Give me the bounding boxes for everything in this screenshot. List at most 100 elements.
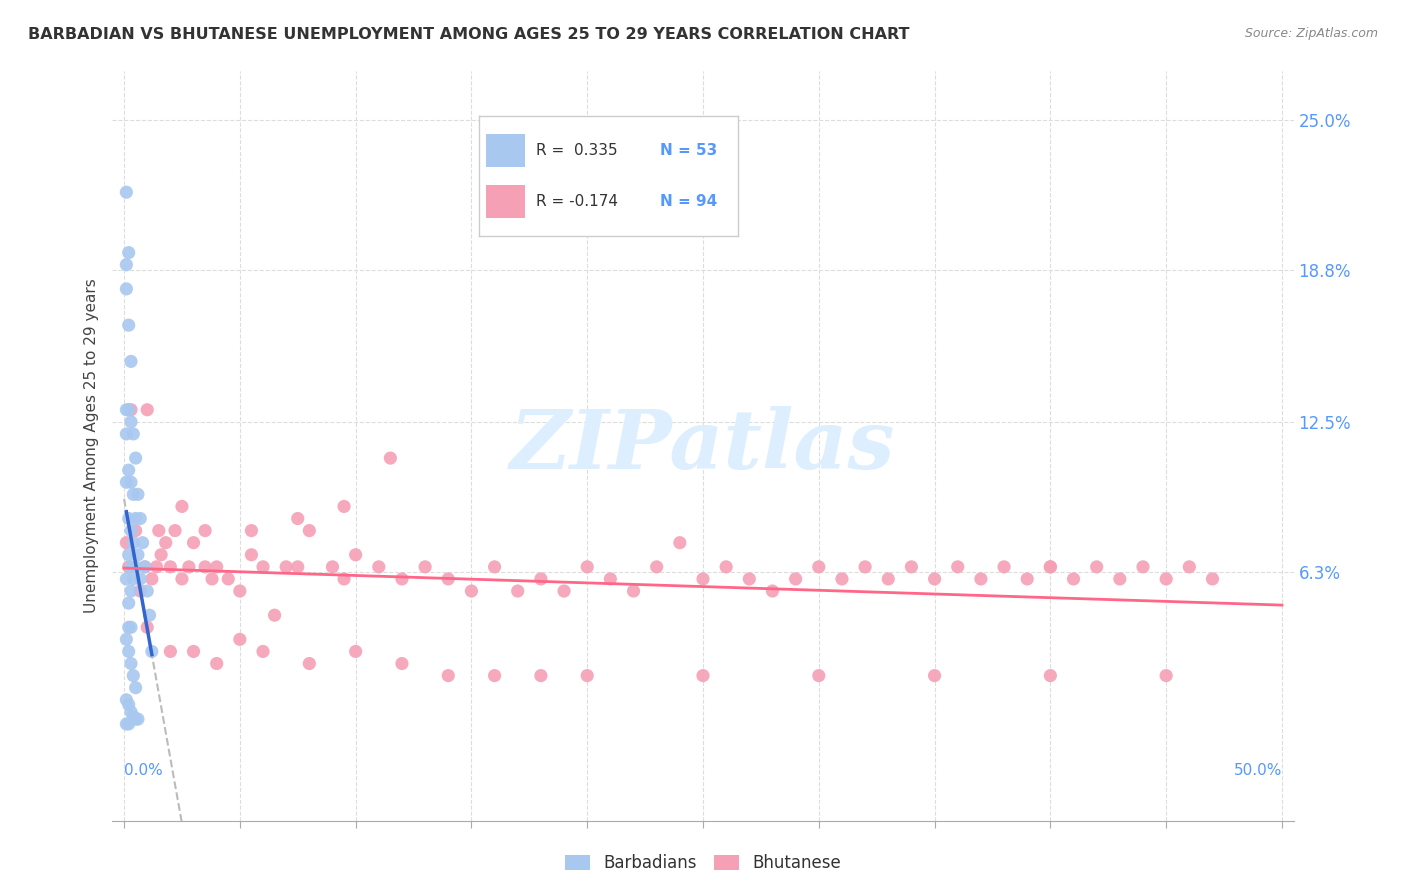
Point: [177, 559, 200, 574]
Point: [115, 258, 138, 272]
Point: [131, 535, 153, 549]
Point: [669, 535, 692, 549]
Point: [129, 584, 152, 599]
Point: [623, 584, 645, 599]
Point: [599, 572, 621, 586]
Point: [122, 709, 145, 723]
Point: [115, 693, 138, 707]
Point: [118, 559, 141, 574]
Point: [115, 426, 138, 441]
Point: [1039, 559, 1062, 574]
Point: [127, 487, 149, 501]
Point: [205, 559, 228, 574]
Point: [120, 354, 142, 368]
Point: [1154, 668, 1177, 682]
Point: [118, 620, 141, 634]
Point: [506, 584, 529, 599]
Point: [276, 559, 298, 574]
Point: [118, 318, 141, 333]
Point: [877, 572, 900, 586]
Point: [138, 608, 160, 623]
Point: [993, 559, 1015, 574]
Point: [1085, 559, 1108, 574]
Point: [122, 712, 145, 726]
Point: [118, 717, 141, 731]
Text: ZIPatlas: ZIPatlas: [510, 406, 896, 486]
Point: [118, 548, 141, 562]
Point: [738, 572, 761, 586]
Point: [183, 644, 205, 658]
Point: [122, 572, 145, 586]
Point: [134, 559, 156, 574]
Point: [761, 584, 783, 599]
Point: [129, 572, 152, 586]
Point: [120, 584, 142, 599]
Point: [127, 712, 149, 726]
Point: [576, 559, 599, 574]
Point: [122, 535, 145, 549]
Point: [900, 559, 922, 574]
Text: 0.0%: 0.0%: [124, 763, 163, 778]
Point: [344, 644, 367, 658]
Point: [170, 572, 193, 586]
Point: [287, 511, 309, 525]
Point: [183, 535, 205, 549]
Point: [298, 657, 321, 671]
Point: [692, 668, 714, 682]
Point: [391, 572, 413, 586]
Point: [120, 657, 142, 671]
Point: [150, 548, 173, 562]
Point: [124, 681, 146, 695]
Point: [115, 717, 138, 731]
Point: [553, 584, 575, 599]
Point: [298, 524, 321, 538]
Point: [118, 644, 141, 658]
Point: [122, 668, 145, 682]
Text: 50.0%: 50.0%: [1233, 763, 1282, 778]
Point: [484, 559, 506, 574]
Point: [367, 559, 389, 574]
Point: [124, 451, 146, 466]
Point: [413, 559, 436, 574]
Point: [141, 644, 163, 658]
Point: [853, 559, 876, 574]
Point: [785, 572, 807, 586]
Point: [118, 245, 141, 260]
Point: [120, 402, 142, 417]
Point: [136, 402, 159, 417]
Text: Source: ZipAtlas.com: Source: ZipAtlas.com: [1244, 27, 1378, 40]
Point: [170, 500, 193, 514]
Point: [115, 572, 138, 586]
Point: [159, 559, 181, 574]
Point: [333, 572, 356, 586]
Point: [530, 572, 553, 586]
Point: [124, 511, 146, 525]
Point: [205, 657, 228, 671]
Point: [127, 548, 149, 562]
Point: [136, 584, 159, 599]
Point: [1108, 572, 1130, 586]
Point: [1039, 559, 1062, 574]
Point: [391, 657, 413, 671]
Point: [120, 559, 142, 574]
Point: [924, 572, 946, 586]
Point: [252, 644, 274, 658]
Point: [115, 535, 138, 549]
Point: [129, 511, 152, 525]
Point: [145, 559, 167, 574]
Point: [115, 402, 138, 417]
Point: [530, 668, 553, 682]
Point: [115, 185, 138, 199]
Point: [344, 548, 367, 562]
Point: [124, 712, 146, 726]
Point: [380, 451, 402, 466]
Point: [321, 559, 343, 574]
Legend: Barbadians, Bhutanese: Barbadians, Bhutanese: [565, 855, 841, 872]
Point: [252, 559, 274, 574]
Point: [437, 572, 460, 586]
Point: [831, 572, 853, 586]
Point: [194, 524, 217, 538]
Point: [1154, 572, 1177, 586]
Point: [118, 698, 141, 712]
Point: [484, 668, 506, 682]
